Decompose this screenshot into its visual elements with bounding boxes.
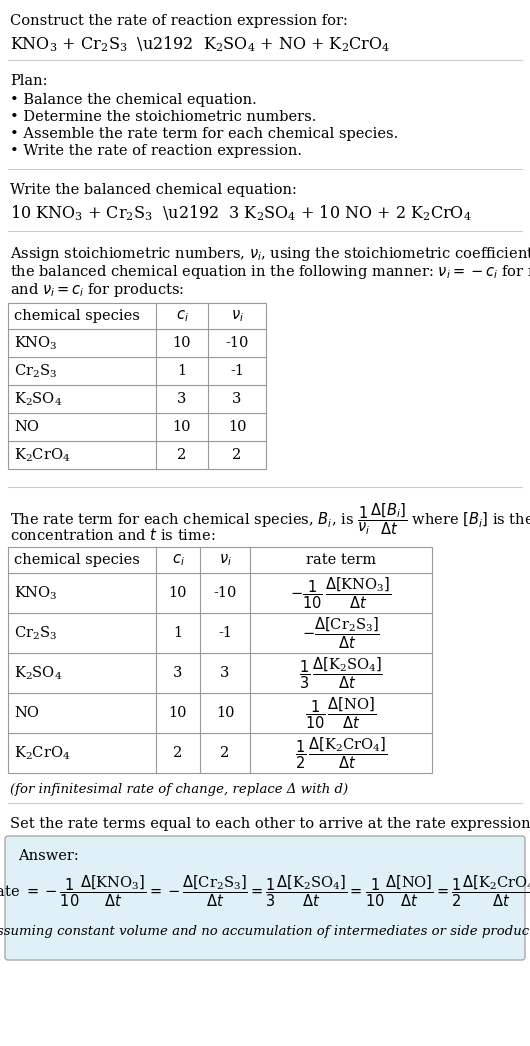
Text: • Assemble the rate term for each chemical species.: • Assemble the rate term for each chemic…	[10, 127, 398, 141]
Text: 10: 10	[216, 706, 234, 720]
Text: -10: -10	[213, 586, 237, 600]
Text: Answer:: Answer:	[18, 849, 79, 863]
Text: chemical species: chemical species	[14, 309, 140, 323]
Text: • Write the rate of reaction expression.: • Write the rate of reaction expression.	[10, 144, 302, 158]
Text: $\mathregular{K_2CrO_4}$: $\mathregular{K_2CrO_4}$	[14, 745, 70, 761]
Text: $-\dfrac{\Delta[\mathregular{Cr_2S_3}]}{\Delta t}$: $-\dfrac{\Delta[\mathregular{Cr_2S_3}]}{…	[302, 615, 380, 651]
Text: Plan:: Plan:	[10, 74, 48, 88]
Text: • Determine the stoichiometric numbers.: • Determine the stoichiometric numbers.	[10, 110, 316, 124]
Text: $\nu_i$: $\nu_i$	[218, 552, 232, 568]
Text: 2: 2	[220, 746, 229, 760]
Text: 3: 3	[232, 392, 242, 406]
Text: $\mathregular{Cr_2S_3}$: $\mathregular{Cr_2S_3}$	[14, 624, 57, 641]
Text: $\mathregular{K_2CrO_4}$: $\mathregular{K_2CrO_4}$	[14, 447, 70, 463]
Text: $\mathregular{Cr_2S_3}$: $\mathregular{Cr_2S_3}$	[14, 362, 57, 380]
Text: 10: 10	[169, 586, 187, 600]
Text: • Balance the chemical equation.: • Balance the chemical equation.	[10, 93, 257, 107]
Text: rate term: rate term	[306, 553, 376, 567]
Text: $\mathregular{KNO_3}$: $\mathregular{KNO_3}$	[14, 335, 58, 351]
Text: 10: 10	[169, 706, 187, 720]
Text: $\mathregular{KNO_3}$: $\mathregular{KNO_3}$	[14, 585, 58, 601]
Text: $\dfrac{1}{10}\,\dfrac{\Delta[\mathregular{NO}]}{\Delta t}$: $\dfrac{1}{10}\,\dfrac{\Delta[\mathregul…	[305, 696, 376, 731]
Text: -1: -1	[230, 364, 244, 378]
Text: chemical species: chemical species	[14, 553, 140, 567]
Text: 2: 2	[178, 448, 187, 462]
Text: 1: 1	[173, 626, 182, 640]
Text: $\nu_i$: $\nu_i$	[231, 309, 243, 324]
Text: Construct the rate of reaction expression for:: Construct the rate of reaction expressio…	[10, 14, 348, 28]
Text: 10 $\mathregular{KNO_3}$ + $\mathregular{Cr_2S_3}$  \u2192  3 $\mathregular{K_2S: 10 $\mathregular{KNO_3}$ + $\mathregular…	[10, 203, 472, 223]
Text: and $\nu_i = c_i$ for products:: and $\nu_i = c_i$ for products:	[10, 281, 184, 299]
FancyBboxPatch shape	[5, 836, 525, 960]
Text: (for infinitesimal rate of change, replace Δ with d): (for infinitesimal rate of change, repla…	[10, 783, 348, 796]
Text: $-\dfrac{1}{10}\,\dfrac{\Delta[\mathregular{KNO_3}]}{\Delta t}$: $-\dfrac{1}{10}\,\dfrac{\Delta[\mathregu…	[290, 575, 392, 611]
Text: 3: 3	[178, 392, 187, 406]
Text: concentration and $t$ is time:: concentration and $t$ is time:	[10, 527, 216, 543]
Text: 2: 2	[173, 746, 183, 760]
Text: 2: 2	[232, 448, 242, 462]
Text: Write the balanced chemical equation:: Write the balanced chemical equation:	[10, 183, 297, 197]
Bar	[8, 303, 266, 469]
Text: NO: NO	[14, 706, 39, 720]
Bar	[8, 547, 432, 773]
Text: Set the rate terms equal to each other to arrive at the rate expression:: Set the rate terms equal to each other t…	[10, 817, 530, 831]
Text: 3: 3	[220, 666, 229, 680]
Text: $c_i$: $c_i$	[172, 552, 184, 568]
Text: rate $= -\dfrac{1}{10}\dfrac{\Delta[\mathregular{KNO_3}]}{\Delta t} = -\dfrac{\D: rate $= -\dfrac{1}{10}\dfrac{\Delta[\mat…	[0, 873, 530, 909]
Text: Assign stoichiometric numbers, $\nu_i$, using the stoichiometric coefficients, $: Assign stoichiometric numbers, $\nu_i$, …	[10, 245, 530, 263]
Text: -10: -10	[225, 336, 249, 350]
Text: 3: 3	[173, 666, 183, 680]
Text: $\mathregular{K_2SO_4}$: $\mathregular{K_2SO_4}$	[14, 664, 62, 682]
Text: NO: NO	[14, 420, 39, 434]
Text: 10: 10	[228, 420, 246, 434]
Text: 10: 10	[173, 420, 191, 434]
Text: -1: -1	[218, 626, 232, 640]
Text: 1: 1	[178, 364, 187, 378]
Text: $\mathregular{KNO_3}$ + $\mathregular{Cr_2S_3}$  \u2192  $\mathregular{K_2SO_4}$: $\mathregular{KNO_3}$ + $\mathregular{Cr…	[10, 35, 391, 53]
Text: $\dfrac{1}{2}\,\dfrac{\Delta[\mathregular{K_2CrO_4}]}{\Delta t}$: $\dfrac{1}{2}\,\dfrac{\Delta[\mathregula…	[295, 735, 387, 771]
Text: (assuming constant volume and no accumulation of intermediates or side products): (assuming constant volume and no accumul…	[0, 925, 530, 938]
Text: $\dfrac{1}{3}\,\dfrac{\Delta[\mathregular{K_2SO_4}]}{\Delta t}$: $\dfrac{1}{3}\,\dfrac{\Delta[\mathregula…	[299, 655, 383, 690]
Text: 10: 10	[173, 336, 191, 350]
Text: The rate term for each chemical species, $B_i$, is $\dfrac{1}{\nu_i}\dfrac{\Delt: The rate term for each chemical species,…	[10, 501, 530, 537]
Text: $\mathregular{K_2SO_4}$: $\mathregular{K_2SO_4}$	[14, 390, 62, 408]
Text: $c_i$: $c_i$	[175, 309, 189, 324]
Text: the balanced chemical equation in the following manner: $\nu_i = -c_i$ for react: the balanced chemical equation in the fo…	[10, 263, 530, 281]
